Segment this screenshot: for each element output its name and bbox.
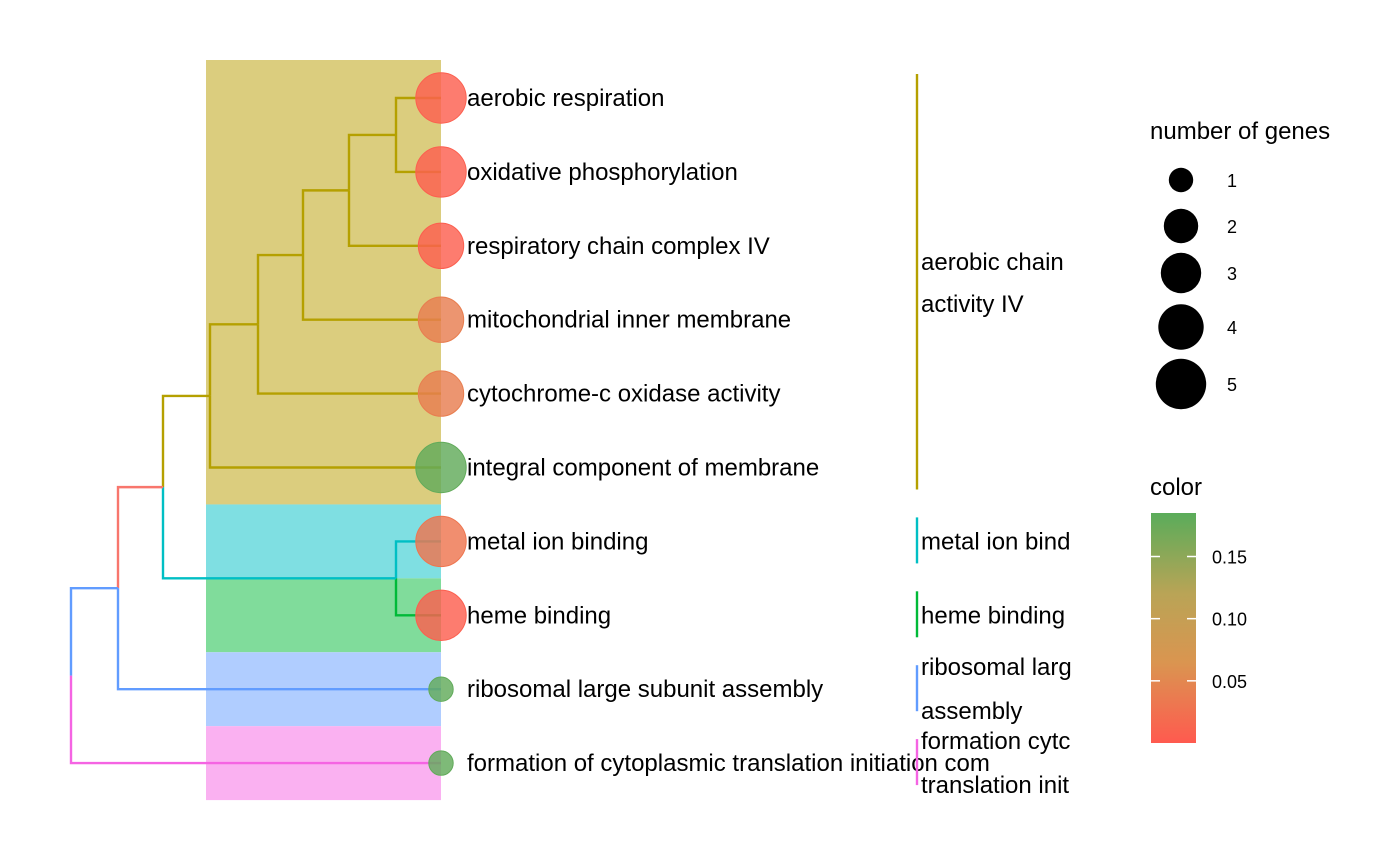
tree-branch <box>161 487 396 580</box>
term-point <box>417 222 465 270</box>
term-label: metal ion binding <box>467 528 648 555</box>
color-legend-label: 0.10 <box>1212 610 1247 630</box>
color-legend-label: 0.05 <box>1212 672 1247 692</box>
term-point <box>417 370 465 417</box>
term-labels: aerobic respiration oxidative phosphoryla… <box>467 85 990 777</box>
tree-branch <box>256 253 303 325</box>
cluster-label: assembly <box>921 698 1022 725</box>
color-bar <box>1151 513 1196 743</box>
term-point <box>428 676 454 702</box>
tree-branch <box>161 394 210 488</box>
term-point <box>428 750 454 776</box>
cluster-label: translation init <box>921 772 1069 799</box>
size-legend-label: 2 <box>1227 217 1237 237</box>
tree-branch <box>116 588 441 691</box>
tree-branch <box>347 133 396 191</box>
size-legend-label: 3 <box>1227 264 1237 284</box>
size-legend-key <box>1155 358 1207 410</box>
term-point <box>415 589 467 641</box>
cluster-label: activity IV <box>921 291 1024 318</box>
color-legend-label: 0.15 <box>1212 548 1247 568</box>
size-legend-label: 4 <box>1227 318 1237 338</box>
cluster-band <box>206 60 441 505</box>
term-point <box>415 515 467 568</box>
cluster-label: ribosomal larg <box>921 654 1072 681</box>
term-label: heme binding <box>467 602 611 629</box>
term-label: ribosomal large subunit assembly <box>467 676 823 703</box>
cluster-label: metal ion bind <box>921 528 1070 555</box>
term-label: formation of cytoplasmic translation ini… <box>467 750 990 777</box>
term-point <box>415 441 467 494</box>
size-legend-key <box>1163 208 1199 244</box>
cluster-labels: aerobic chain activity IV metal ion bind he… <box>915 74 1072 799</box>
size-legend: number of genes 1 2 3 4 5 <box>1150 118 1330 410</box>
tree-branch <box>69 675 441 765</box>
tree-branch <box>208 323 258 396</box>
cluster-label: formation cytc <box>921 728 1070 755</box>
tree-branch <box>347 190 441 247</box>
term-label: integral component of membrane <box>467 455 819 482</box>
size-legend-title: number of genes <box>1150 118 1330 145</box>
color-legend-title: color <box>1150 474 1202 501</box>
cluster-label: aerobic chain <box>921 249 1064 276</box>
term-label: mitochondrial inner membrane <box>467 307 791 334</box>
term-label: aerobic respiration <box>467 85 664 112</box>
size-legend-key <box>1160 252 1202 294</box>
term-points <box>415 72 467 776</box>
tree-branch <box>301 255 441 321</box>
size-legend-label: 1 <box>1227 171 1237 191</box>
tree-branch <box>208 395 441 469</box>
term-label: cytochrome-c oxidase activity <box>467 381 780 408</box>
size-legend-key <box>1168 167 1194 193</box>
color-legend: color 0.05 0.10 0.15 <box>1150 474 1247 743</box>
size-legend-label: 5 <box>1227 375 1237 395</box>
tree-branch <box>301 189 349 256</box>
tree-branch <box>116 485 163 589</box>
cluster-label: heme binding <box>921 602 1065 629</box>
term-label: oxidative phosphorylation <box>467 159 738 186</box>
tree-branch <box>69 586 118 676</box>
dendrogram <box>69 96 441 765</box>
tree-branch <box>256 324 441 395</box>
term-point <box>417 296 465 343</box>
term-label: respiratory chain complex IV <box>467 233 770 260</box>
size-legend-key <box>1158 304 1204 350</box>
term-point <box>415 72 467 124</box>
term-point <box>415 146 467 198</box>
